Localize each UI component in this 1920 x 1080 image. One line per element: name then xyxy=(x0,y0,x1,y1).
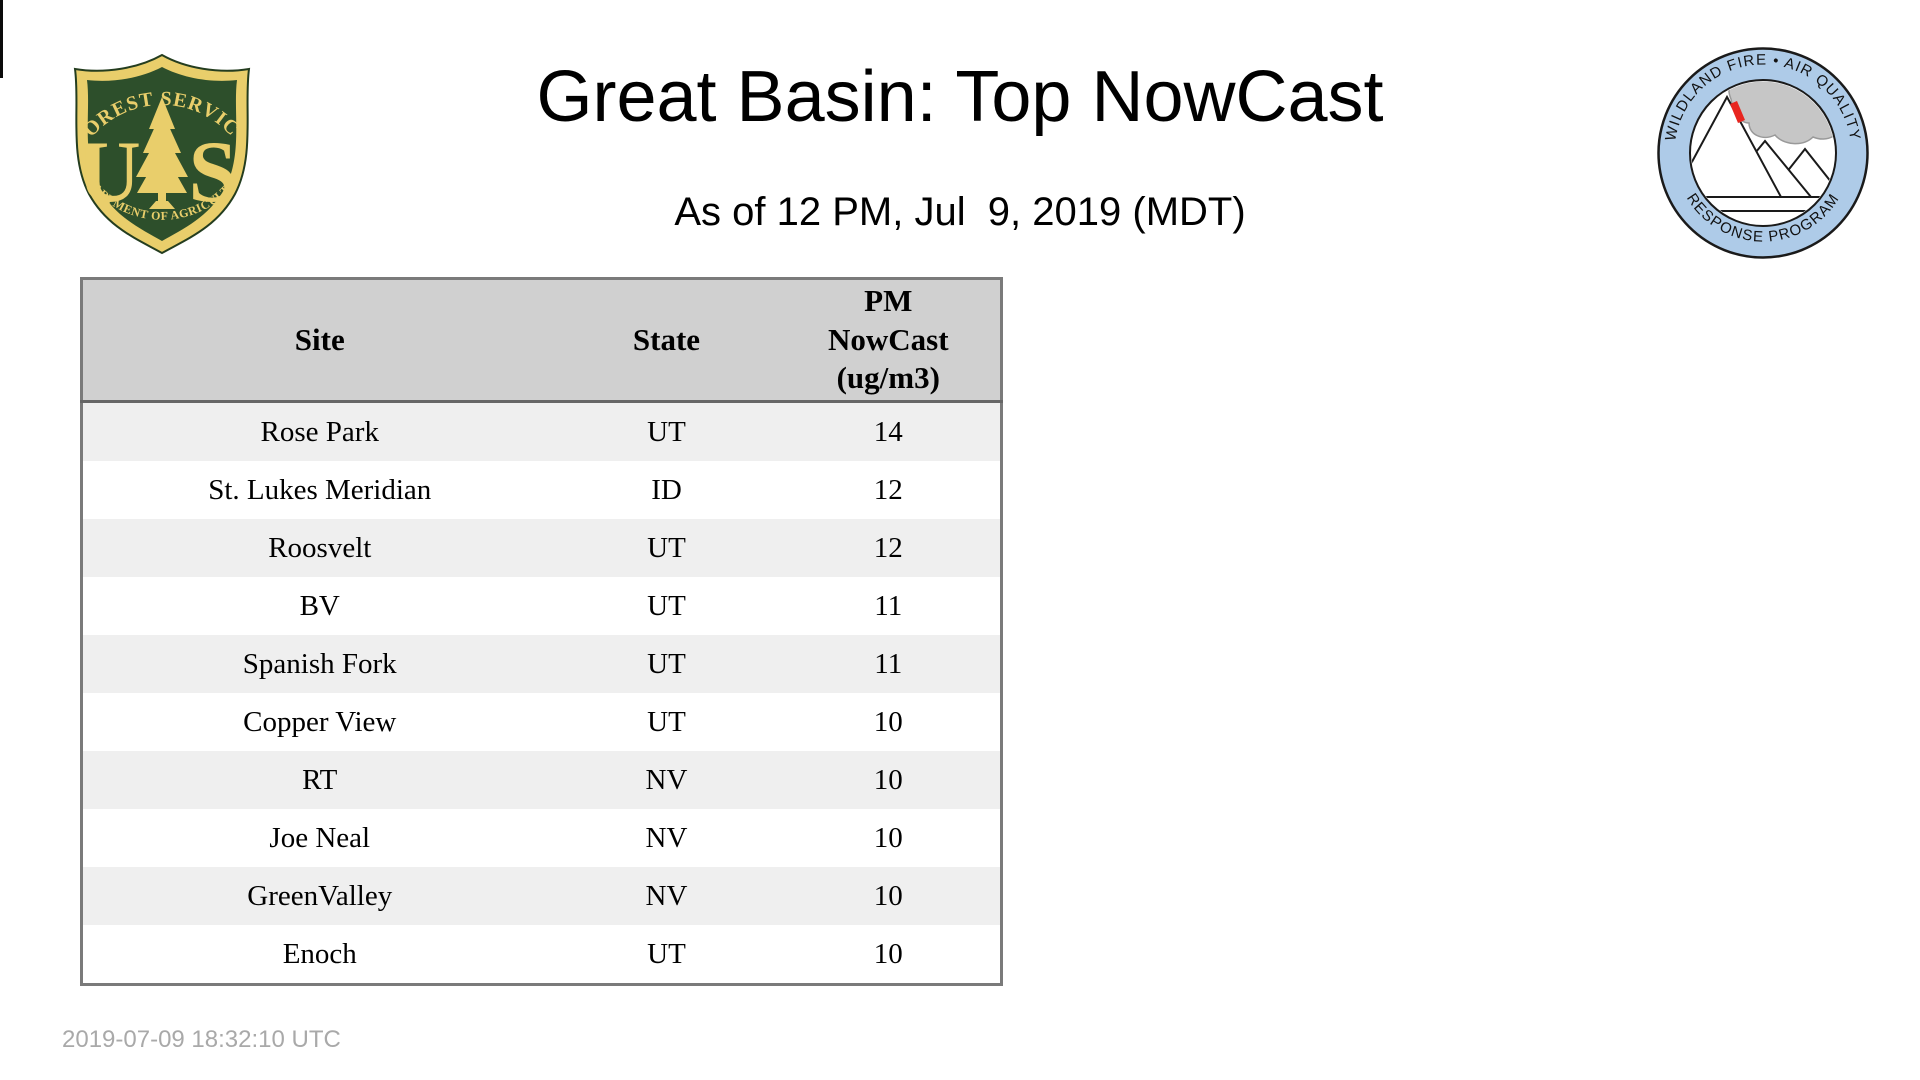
page-subtitle: As of 12 PM, Jul 9, 2019 (MDT) xyxy=(674,190,1246,234)
state-cell: ID xyxy=(651,473,682,506)
table-row: Enoch UT 10 xyxy=(81,925,1002,985)
column-header-label: Site xyxy=(294,321,345,357)
mountains-icon xyxy=(1691,94,1835,198)
table-row: Spanish Fork UT 11 xyxy=(81,635,1002,693)
site-cell: Roosvelt xyxy=(268,531,372,564)
table-row: Joe Neal NV 10 xyxy=(81,809,1002,867)
nowcast-table-container: Site State PM NowCast (ug/m3) Rose Park … xyxy=(80,277,1003,986)
site-cell: GreenValley xyxy=(247,879,393,912)
shield-letter-u: U xyxy=(77,124,141,221)
forest-service-logo: FOREST SERVICE U S DEPARTMENT OF AGRICUL… xyxy=(67,51,251,255)
wildland-fire-air-quality-logo: WILDLAND FIRE • AIR QUALITY RESPONSE PRO… xyxy=(1657,47,1869,259)
state-cell: UT xyxy=(647,531,686,564)
table-header-row: Site State PM NowCast (ug/m3) xyxy=(81,278,1002,403)
site-cell: Rose Park xyxy=(260,415,379,448)
pm-nowcast-cell: 11 xyxy=(874,589,903,622)
column-header-state: State xyxy=(556,278,777,403)
state-cell: UT xyxy=(647,647,686,680)
column-header-label-line: (ug/m3) xyxy=(836,360,940,396)
pine-tree-icon xyxy=(136,97,188,209)
site-cell: Copper View xyxy=(243,705,397,738)
screen-edge-artifact xyxy=(0,0,3,78)
pm-nowcast-cell: 14 xyxy=(873,415,903,448)
table-row: GreenValley NV 10 xyxy=(81,867,1002,925)
pm-nowcast-cell: 10 xyxy=(873,937,903,970)
table-row: RT NV 10 xyxy=(81,751,1002,809)
site-cell: Enoch xyxy=(282,937,357,970)
column-header-pm-nowcast: PM NowCast (ug/m3) xyxy=(776,278,1002,403)
site-cell: RT xyxy=(302,763,338,796)
nowcast-table: Site State PM NowCast (ug/m3) Rose Park … xyxy=(80,277,1003,986)
site-cell: BV xyxy=(299,589,340,622)
state-cell: UT xyxy=(647,589,686,622)
pm-nowcast-cell: 12 xyxy=(873,473,903,506)
state-cell: NV xyxy=(645,821,688,854)
pm-nowcast-cell: 12 xyxy=(873,531,903,564)
generation-timestamp: 2019-07-09 18:32:10 UTC xyxy=(62,1026,341,1053)
pm-nowcast-cell: 10 xyxy=(873,705,903,738)
page-title: Great Basin: Top NowCast xyxy=(536,57,1384,137)
table-row: Rose Park UT 14 xyxy=(81,401,1002,461)
pm-nowcast-cell: 10 xyxy=(873,763,903,796)
table-row: St. Lukes Meridian ID 12 xyxy=(81,461,1002,519)
state-cell: UT xyxy=(647,937,686,970)
state-cell: NV xyxy=(645,763,688,796)
column-header-site: Site xyxy=(81,278,557,403)
pm-nowcast-cell: 11 xyxy=(874,647,903,680)
site-cell: Joe Neal xyxy=(269,821,371,854)
column-header-label-line: NowCast xyxy=(827,321,949,357)
fire-mark-icon xyxy=(1730,101,1745,123)
column-header-label: State xyxy=(632,321,701,357)
site-cell: St. Lukes Meridian xyxy=(208,473,432,506)
state-cell: NV xyxy=(645,879,688,912)
state-cell: UT xyxy=(647,415,686,448)
pm-nowcast-cell: 10 xyxy=(873,821,903,854)
site-cell: Spanish Fork xyxy=(242,647,397,680)
state-cell: UT xyxy=(647,705,686,738)
column-header-label-line: PM xyxy=(864,282,913,318)
pm-nowcast-cell: 10 xyxy=(873,879,903,912)
shield-letter-s: S xyxy=(189,124,238,221)
table-row: BV UT 11 xyxy=(81,577,1002,635)
table-row: Roosvelt UT 12 xyxy=(81,519,1002,577)
table-row: Copper View UT 10 xyxy=(81,693,1002,751)
